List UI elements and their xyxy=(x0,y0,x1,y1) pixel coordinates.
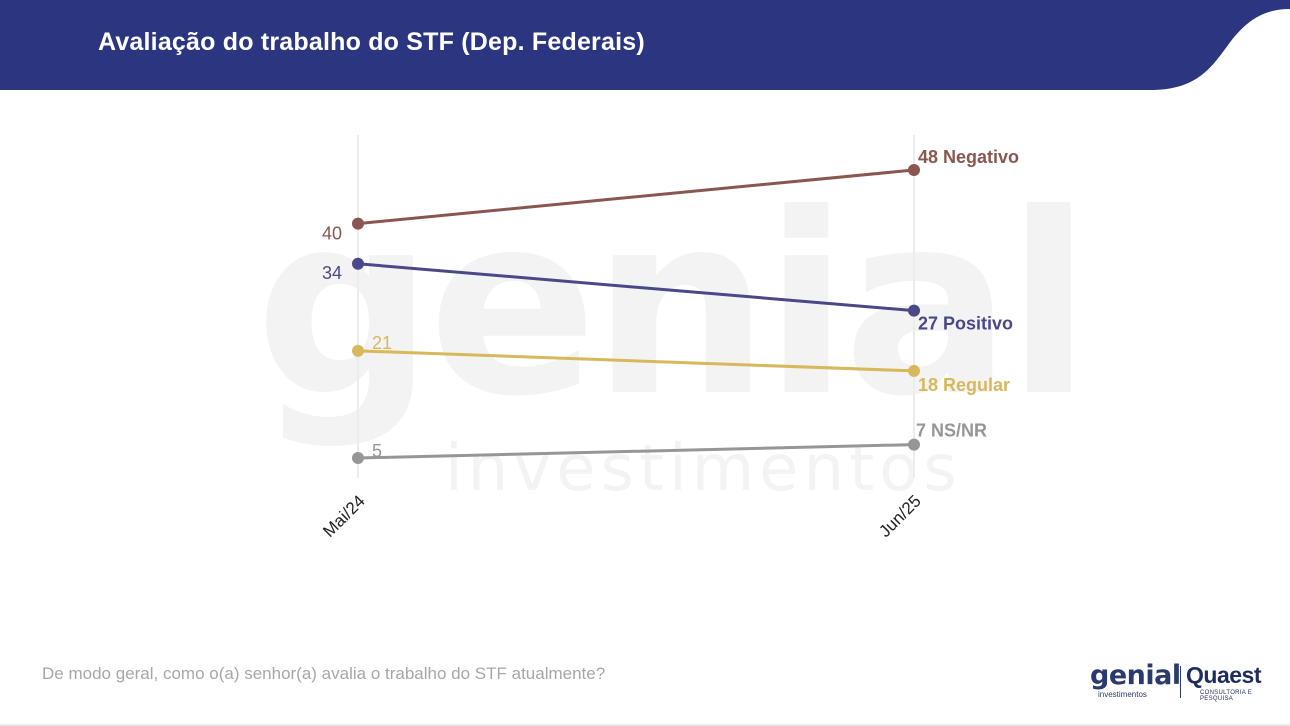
x-tick-label-0: Mai/24 xyxy=(319,491,369,541)
watermark-text: genial xyxy=(255,160,1092,451)
series-line-3 xyxy=(357,443,915,460)
brand-logos: genial investimentos Quaest CONSULTORIA … xyxy=(1088,660,1278,704)
data-label-3-end: 7 NS/NR xyxy=(916,421,987,441)
data-label-1-start: 34 xyxy=(322,263,342,283)
point-1-end xyxy=(908,304,920,317)
point-3-end xyxy=(908,438,920,451)
series-line-0 xyxy=(357,168,915,226)
genial-logo: genial xyxy=(1090,660,1181,691)
point-0-end xyxy=(908,164,920,176)
data-label-1-end: 27 Positivo xyxy=(918,314,1013,334)
series-line-1 xyxy=(357,262,915,313)
survey-question: De modo geral, como o(a) senhor(a) avali… xyxy=(42,664,606,683)
series-line-2 xyxy=(357,349,915,373)
point-3-start xyxy=(352,452,364,464)
point-1-start xyxy=(352,257,364,270)
quaest-logo-subtext: CONSULTORIA E PESQUISA xyxy=(1200,690,1253,702)
data-label-0-end: 48 Negativo xyxy=(918,147,1019,167)
page-title: Avaliação do trabalho do STF (Dep. Feder… xyxy=(98,28,645,56)
genial-logo-subtext: investimentos xyxy=(1098,690,1147,699)
header-banner xyxy=(0,0,1290,90)
point-2-end xyxy=(908,364,920,377)
x-tick-label-1: Jun/25 xyxy=(875,491,925,541)
point-0-start xyxy=(352,217,364,230)
data-label-0-start: 40 xyxy=(322,224,342,244)
quaest-logo: Quaest xyxy=(1186,662,1261,688)
logo-divider xyxy=(1180,666,1181,698)
data-label-3-start: 5 xyxy=(372,441,382,461)
data-label-2-end: 18 Regular xyxy=(918,375,1010,395)
bottom-border xyxy=(0,724,1290,726)
point-2-start xyxy=(352,344,364,357)
data-label-2-start: 21 xyxy=(372,333,392,353)
